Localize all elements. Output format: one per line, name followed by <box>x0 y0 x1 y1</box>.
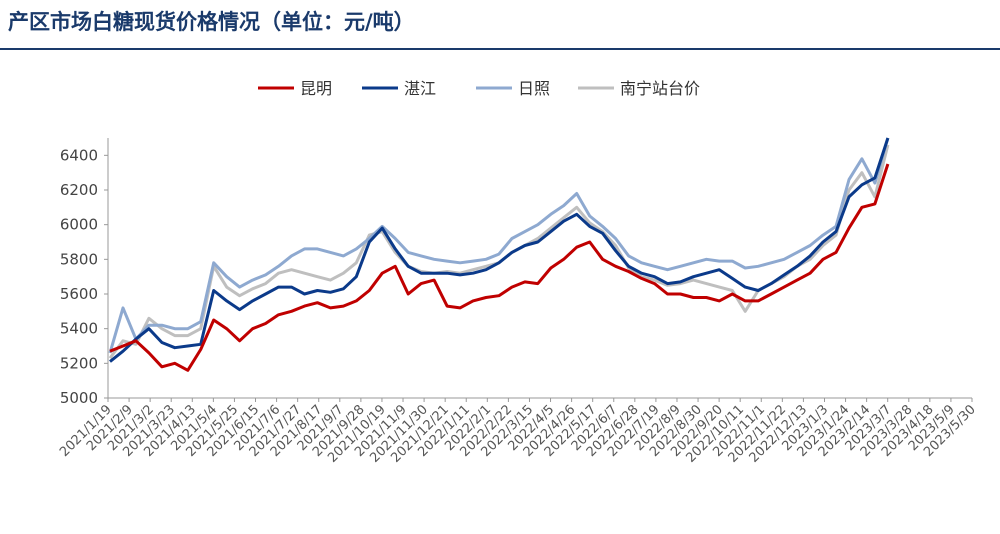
series-line-4 <box>108 144 890 360</box>
y-tick-label: 6000 <box>60 216 98 234</box>
y-tick-label: 6200 <box>60 181 98 199</box>
y-tick-label: 5400 <box>60 320 98 338</box>
y-tick-label: 6400 <box>60 146 98 164</box>
y-tick-label: 5000 <box>60 389 98 407</box>
y-tick-label: 5200 <box>60 354 98 372</box>
legend-label: 湛江 <box>404 79 436 98</box>
legend-label: 日照 <box>518 79 550 98</box>
legend-label: 昆明 <box>300 79 332 98</box>
y-tick-label: 5800 <box>60 250 98 268</box>
title-underline <box>0 48 1000 50</box>
chart-title: 产区市场白糖现货价格情况（单位：元/吨） <box>8 10 415 34</box>
y-tick-label: 5600 <box>60 285 98 303</box>
series-line-3 <box>108 137 890 354</box>
series-line-2 <box>109 137 890 363</box>
legend-label: 南宁站台价 <box>620 79 700 98</box>
series-line-1 <box>109 163 890 372</box>
